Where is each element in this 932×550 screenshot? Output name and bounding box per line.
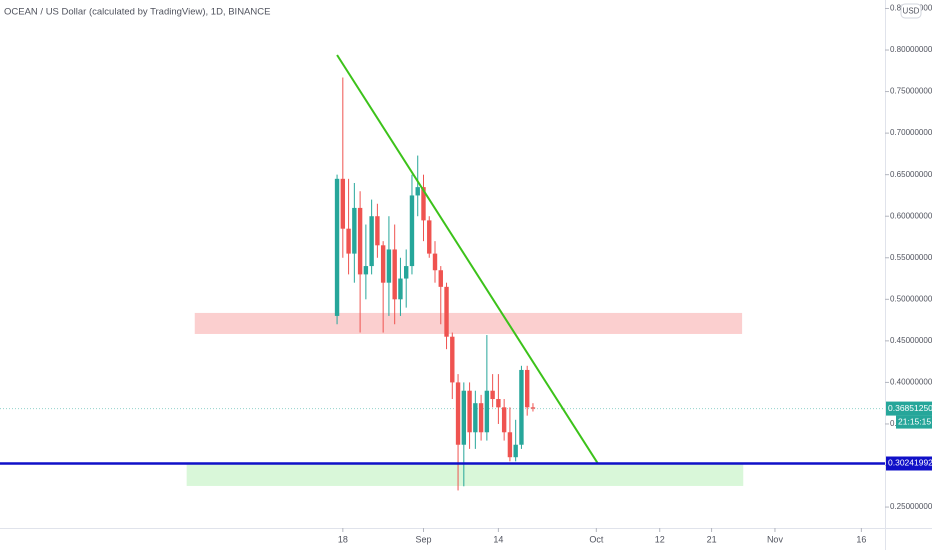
currency: USD [903, 7, 920, 16]
candle-body [473, 403, 478, 433]
candle-body [524, 369, 530, 408]
candle-body [450, 336, 455, 383]
chart-title: OCEAN / US Dollar (calculated by Trading… [4, 7, 270, 18]
candle-body [438, 270, 443, 287]
candle-body [478, 403, 484, 433]
zone [194, 312, 743, 334]
y-tick-label: 0.25000000 [890, 502, 932, 511]
x-tick-label: 16 [856, 534, 866, 544]
support-label-bg [886, 456, 932, 471]
candle-body [386, 249, 392, 283]
candle-body [415, 187, 420, 196]
y-tick-label: 0.80000000 [890, 45, 932, 54]
candle-body [409, 195, 415, 267]
candle-body [369, 216, 374, 267]
y-tick-label: 0.45000000 [890, 336, 932, 345]
candle-body [501, 407, 507, 433]
candle-body [490, 390, 495, 400]
candle-body [398, 278, 403, 300]
candle-body [444, 286, 449, 337]
y-tick-label: 0.70000000 [890, 128, 932, 137]
price-label-bg [886, 401, 932, 416]
candle-body [507, 432, 513, 458]
candle-body [519, 369, 524, 445]
y-tick-label: 0.50000000 [890, 294, 932, 303]
candle-body [357, 207, 363, 275]
candle-body [363, 266, 369, 275]
candle-body [340, 178, 346, 229]
support-label: 0.30241992 [888, 458, 932, 468]
candle-body [392, 249, 397, 300]
countdown-bg [896, 415, 932, 429]
candle-body [427, 220, 432, 254]
y-tick-label: 0.40000000 [890, 378, 932, 387]
candle-body [421, 187, 426, 221]
candle-body [461, 390, 467, 445]
x-tick-label: 18 [338, 534, 348, 544]
candle-body [375, 216, 380, 246]
candle-body [352, 207, 357, 254]
candle-body [404, 266, 409, 279]
y-tick-label: 0.65000000 [890, 170, 932, 179]
y-tick-label: 0.55000000 [890, 253, 932, 262]
x-tick-label: Sep [415, 534, 431, 544]
x-tick-label: Nov [767, 534, 784, 544]
x-tick-label: Oct [589, 534, 604, 544]
trend-line [336, 54, 599, 465]
candle-body [467, 390, 472, 433]
price-label: 0.36851250 [888, 403, 932, 413]
x-tick-label: 12 [655, 534, 665, 544]
x-tick-label: 21 [707, 534, 717, 544]
countdown: 21:15:15 [898, 416, 931, 426]
candle-body [530, 407, 536, 409]
currency-badge [900, 3, 922, 19]
candle-body [496, 399, 501, 408]
candle-body [346, 228, 351, 254]
candle-body [334, 178, 340, 316]
candle-body [513, 444, 518, 458]
y-tick-label: 0.75000000 [890, 87, 932, 96]
candle-body [380, 245, 386, 283]
y-tick-label: 0.60000000 [890, 211, 932, 220]
zone [186, 463, 744, 486]
candle-body [432, 253, 438, 271]
x-tick-label: 14 [493, 534, 503, 544]
candle-body [455, 382, 461, 445]
candle-body [484, 390, 490, 433]
